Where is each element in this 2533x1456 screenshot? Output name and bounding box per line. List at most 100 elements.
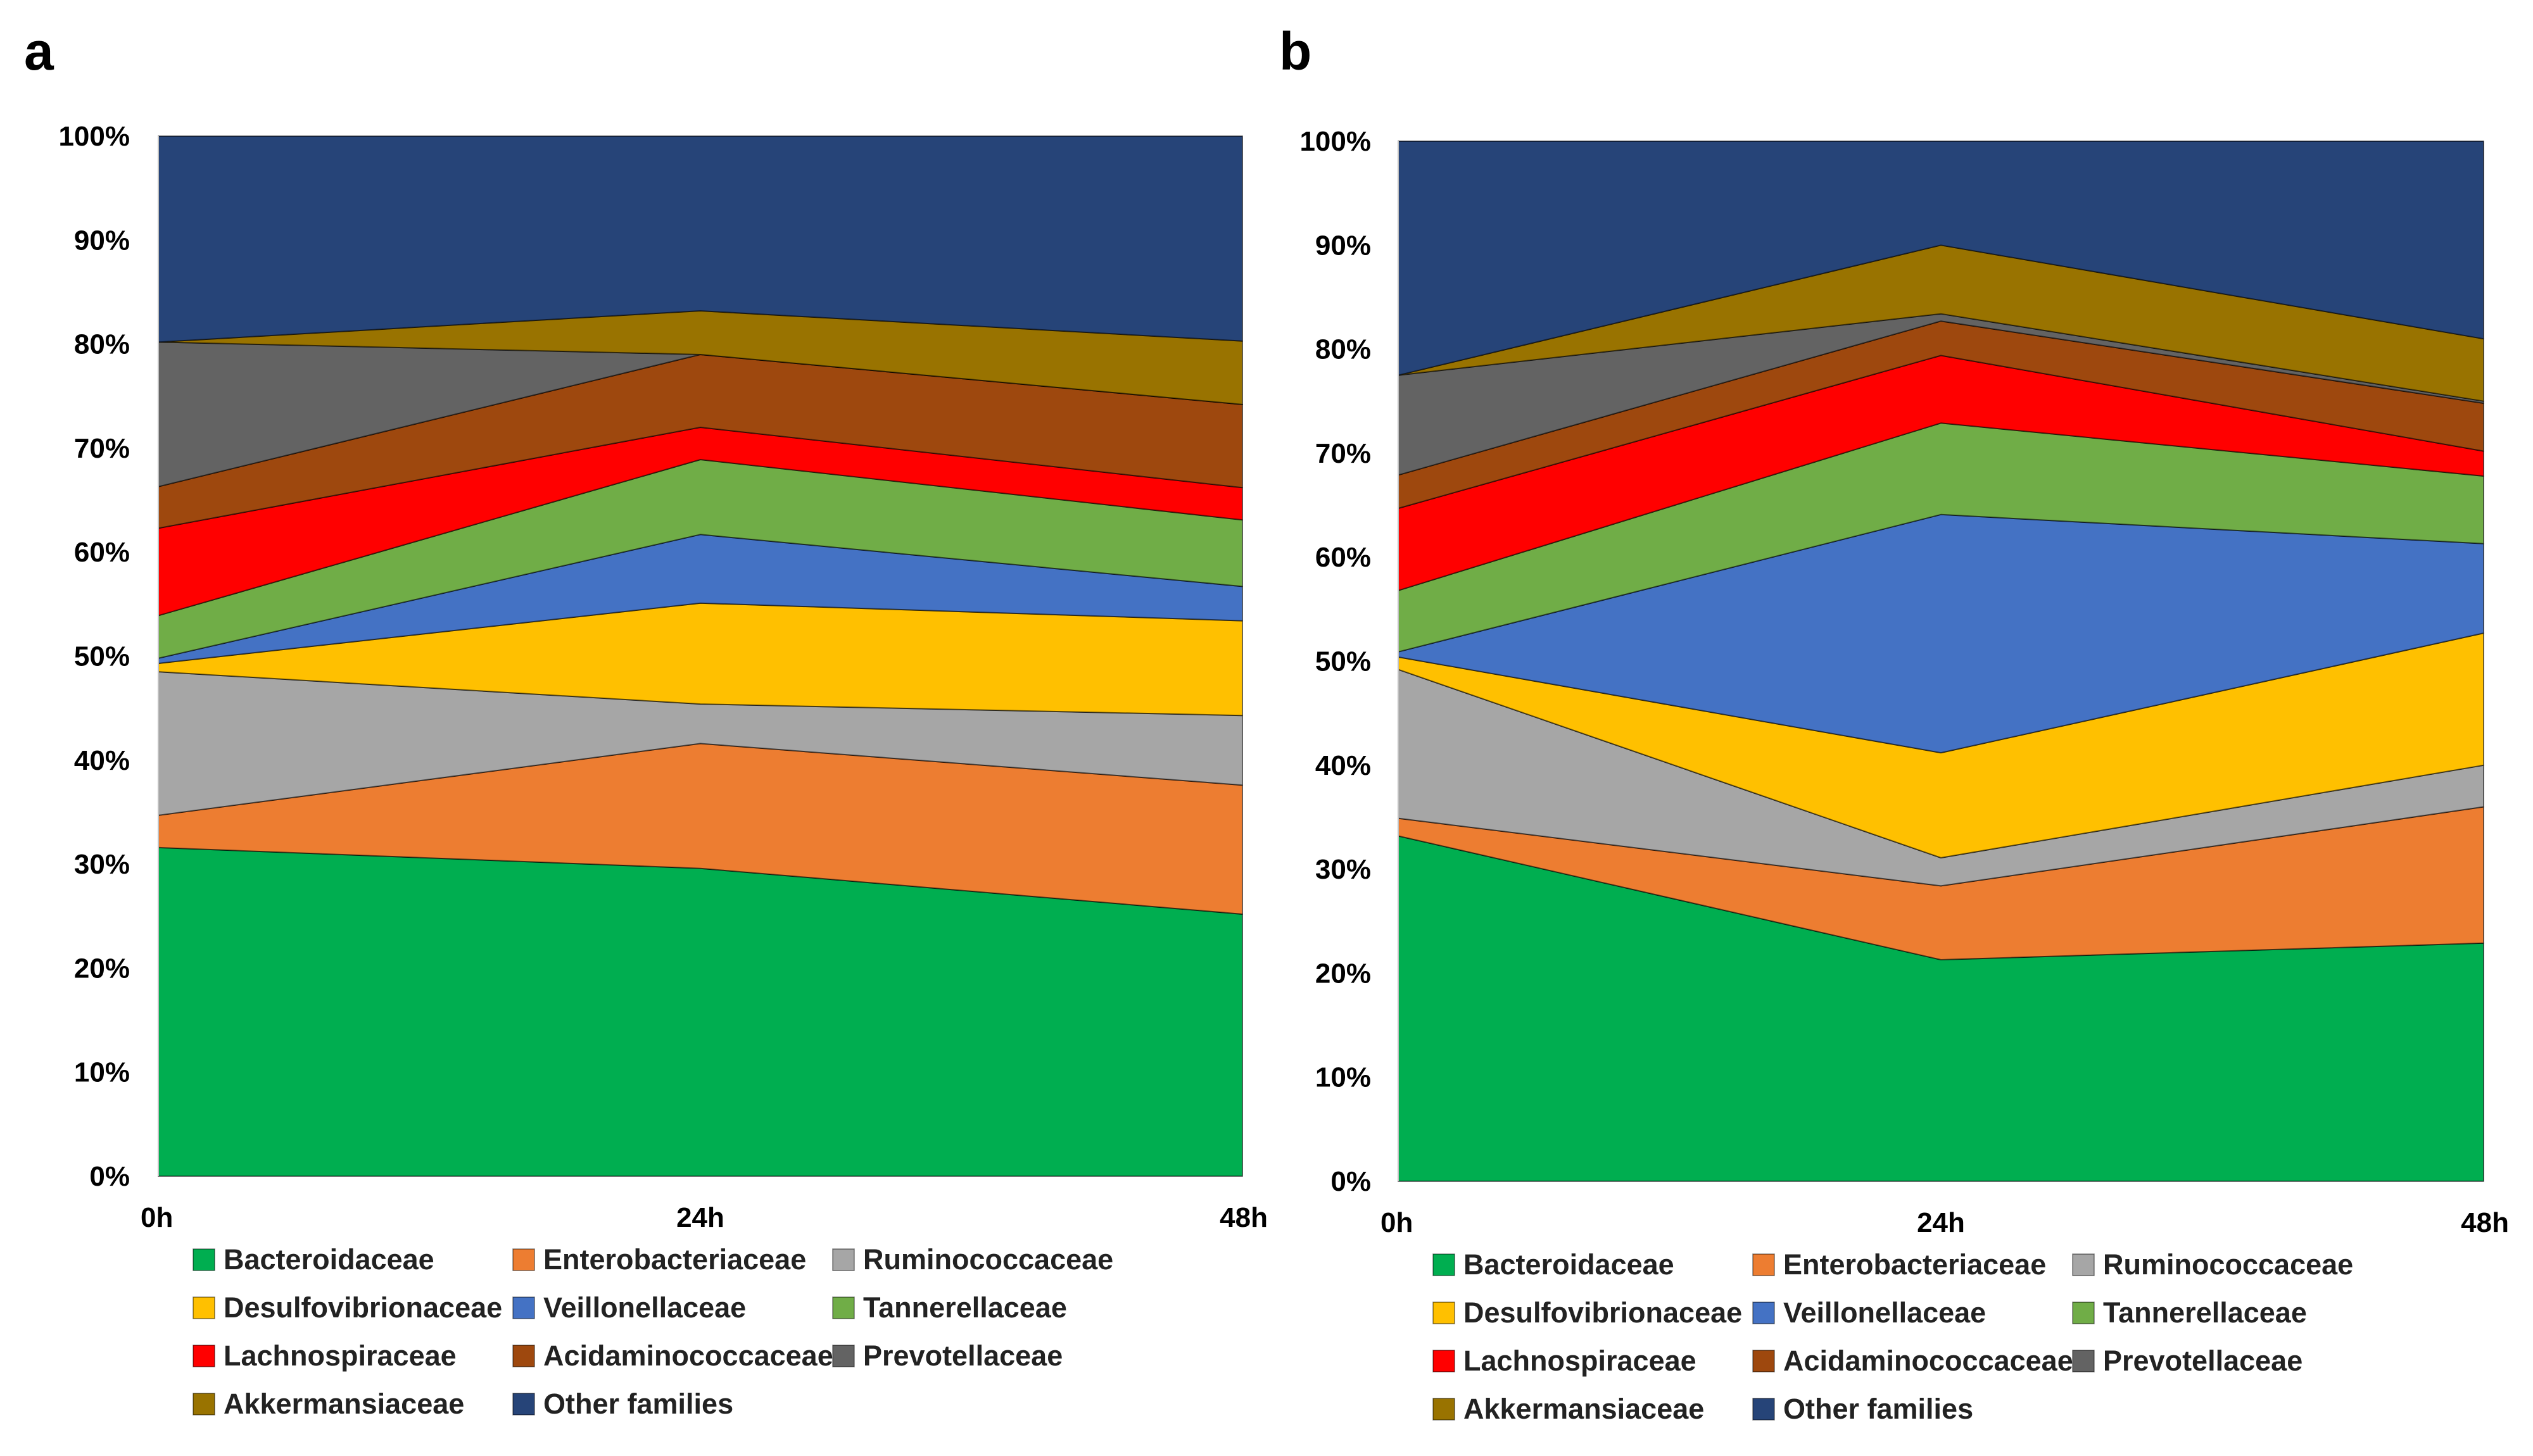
y-tick-label: 30%: [1315, 854, 1371, 885]
legend-swatch: [1432, 1350, 1455, 1372]
legend-label: Tannerellaceae: [2103, 1296, 2307, 1329]
y-tick-label: 40%: [74, 745, 130, 776]
legend-swatch: [1752, 1253, 1775, 1276]
legend-item-akkermansiaceae: Akkermansiaceae: [1432, 1393, 1704, 1425]
legend-swatch: [512, 1296, 535, 1319]
x-tick-label: 0h: [141, 1202, 173, 1233]
legend-label: Desulfovibrionaceae: [1463, 1296, 1742, 1329]
y-tick-label: 80%: [1315, 334, 1371, 365]
legend-swatch: [1432, 1302, 1455, 1324]
panel-b-plot: 0% 10% 20% 30% 40% 50% 60% 70% 80% 90% 100% 0h 24h 48…: [1299, 126, 2509, 1238]
legend-item-prevotellaceae: Prevotellaceae: [832, 1340, 1063, 1372]
legend-item-enterobacteriaceae: Enterobacteriaceae: [1752, 1248, 2046, 1281]
legend-swatch: [193, 1248, 215, 1271]
x-tick-label: 0h: [1380, 1207, 1413, 1238]
panel-b-legend: Bacteroidaceae Enterobacteriaceae Ruminoco…: [1432, 1248, 2353, 1425]
y-tick-label: 50%: [74, 641, 130, 672]
y-tick-label: 60%: [74, 537, 130, 568]
legend-label: Akkermansiaceae: [1463, 1393, 1704, 1425]
legend-label: Ruminococcaceae: [2103, 1248, 2353, 1281]
legend-swatch: [1752, 1350, 1775, 1372]
legend-item-lachnospiraceae: Lachnospiraceae: [1432, 1345, 1696, 1377]
legend-label: Bacteroidaceae: [1463, 1248, 1674, 1281]
legend-swatch: [193, 1393, 215, 1415]
legend-item-desulfovibrionaceae: Desulfovibrionaceae: [193, 1291, 502, 1324]
legend-label: Veillonellaceae: [543, 1291, 746, 1324]
legend-label: Acidaminococcaceae: [1783, 1345, 2073, 1377]
panel-a: a 0% 10% 20% 30% 40% 50% 60% 70% 80% 90% 100% 0h 24h…: [24, 22, 1268, 1420]
y-tick-label: 0%: [1330, 1166, 1371, 1197]
legend-item-desulfovibrionaceae: Desulfovibrionaceae: [1432, 1296, 1742, 1329]
legend-label: Acidaminococcaceae: [543, 1340, 833, 1372]
legend-swatch: [2072, 1302, 2095, 1324]
legend-swatch: [1752, 1398, 1775, 1421]
x-tick-label: 48h: [1220, 1202, 1268, 1233]
legend-label: Enterobacteriaceae: [543, 1243, 806, 1276]
legend-label: Veillonellaceae: [1783, 1296, 1986, 1329]
legend-label: Lachnospiraceae: [224, 1340, 457, 1372]
legend-item-other-families: Other families: [512, 1388, 733, 1420]
legend-label: Bacteroidaceae: [224, 1243, 434, 1276]
x-tick-label: 48h: [2461, 1207, 2509, 1238]
y-tick-label: 0%: [89, 1161, 130, 1192]
legend-label: Lachnospiraceae: [1463, 1345, 1696, 1377]
legend-swatch: [1752, 1302, 1775, 1324]
legend-swatch: [832, 1296, 855, 1319]
legend-swatch: [193, 1345, 215, 1367]
y-tick-label: 40%: [1315, 750, 1371, 781]
legend-label: Desulfovibrionaceae: [224, 1291, 502, 1324]
legend-swatch: [1432, 1253, 1455, 1276]
legend-swatch: [2072, 1350, 2095, 1372]
y-tick-label: 10%: [1315, 1062, 1371, 1093]
legend-label: Enterobacteriaceae: [1783, 1248, 2046, 1281]
legend-item-tannerellaceae: Tannerellaceae: [832, 1291, 1067, 1324]
y-tick-label: 30%: [74, 849, 130, 880]
legend-swatch: [512, 1345, 535, 1367]
legend-label: Prevotellaceae: [863, 1340, 1063, 1372]
legend-item-veillonellaceae: Veillonellaceae: [1752, 1296, 1986, 1329]
panel-a-legend: Bacteroidaceae Enterobacteriaceae Ruminoco…: [193, 1243, 1113, 1420]
legend-item-tannerellaceae: Tannerellaceae: [2072, 1296, 2307, 1329]
panel-a-label: a: [24, 22, 54, 81]
y-tick-label: 60%: [1315, 542, 1371, 573]
panel-a-plot: 0% 10% 20% 30% 40% 50% 60% 70% 80% 90% 100% 0h 24h 48…: [58, 121, 1268, 1233]
y-tick-label: 20%: [1315, 958, 1371, 989]
legend-swatch: [193, 1296, 215, 1319]
y-tick-label: 50%: [1315, 646, 1371, 677]
legend-item-veillonellaceae: Veillonellaceae: [512, 1291, 746, 1324]
y-tick-label: 100%: [58, 121, 130, 152]
panel-b-label: b: [1279, 22, 1311, 81]
y-tick-label: 70%: [74, 433, 130, 464]
x-tick-label: 24h: [676, 1202, 724, 1233]
legend-item-bacteroidaceae: Bacteroidaceae: [1432, 1248, 1674, 1281]
legend-label: Tannerellaceae: [863, 1291, 1067, 1324]
legend-item-other-families: Other families: [1752, 1393, 1973, 1425]
legend-item-acidaminococcaceae: Acidaminococcaceae: [1752, 1345, 2073, 1377]
legend-item-lachnospiraceae: Lachnospiraceae: [193, 1340, 457, 1372]
legend-item-acidaminococcaceae: Acidaminococcaceae: [512, 1340, 833, 1372]
legend-label: Ruminococcaceae: [863, 1243, 1113, 1276]
y-tick-label: 80%: [74, 329, 130, 360]
legend-item-akkermansiaceae: Akkermansiaceae: [193, 1388, 464, 1420]
legend-swatch: [512, 1393, 535, 1415]
legend-label: Other families: [543, 1388, 733, 1420]
y-tick-label: 90%: [74, 225, 130, 256]
legend-swatch: [832, 1345, 855, 1367]
y-tick-label: 70%: [1315, 438, 1371, 469]
legend-label: Other families: [1783, 1393, 1973, 1425]
x-tick-label: 24h: [1917, 1207, 1965, 1238]
area-other-families: [158, 135, 1243, 343]
legend-label: Akkermansiaceae: [224, 1388, 464, 1420]
panel-b: b 0% 10% 20% 30% 40% 50% 60% 70% 80% 90% 100% 0h 24h…: [1279, 22, 2509, 1425]
legend-swatch: [512, 1248, 535, 1271]
legend-swatch: [832, 1248, 855, 1271]
legend-item-bacteroidaceae: Bacteroidaceae: [193, 1243, 434, 1276]
legend-item-enterobacteriaceae: Enterobacteriaceae: [512, 1243, 806, 1276]
legend-item-ruminococcaceae: Ruminococcaceae: [832, 1243, 1113, 1276]
legend-label: Prevotellaceae: [2103, 1345, 2302, 1377]
y-tick-label: 20%: [74, 953, 130, 984]
legend-item-prevotellaceae: Prevotellaceae: [2072, 1345, 2302, 1377]
y-tick-label: 100%: [1299, 126, 1371, 157]
legend-swatch: [1432, 1398, 1455, 1421]
